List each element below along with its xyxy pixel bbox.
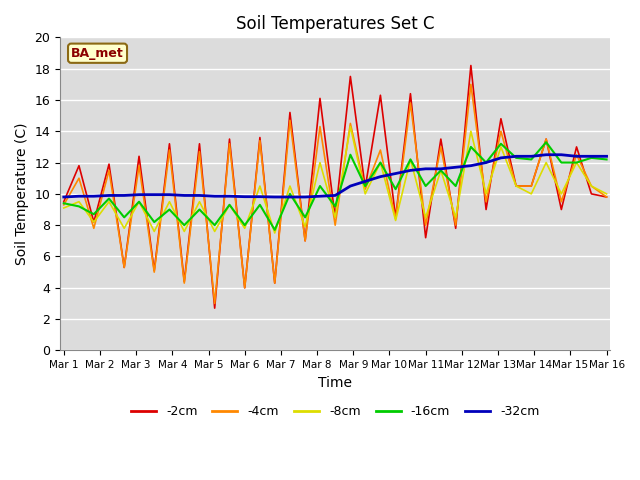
Legend: -2cm, -4cm, -8cm, -16cm, -32cm: -2cm, -4cm, -8cm, -16cm, -32cm [126,400,545,423]
X-axis label: Time: Time [318,376,352,390]
Y-axis label: Soil Temperature (C): Soil Temperature (C) [15,122,29,265]
Title: Soil Temperatures Set C: Soil Temperatures Set C [236,15,435,33]
Text: BA_met: BA_met [71,47,124,60]
